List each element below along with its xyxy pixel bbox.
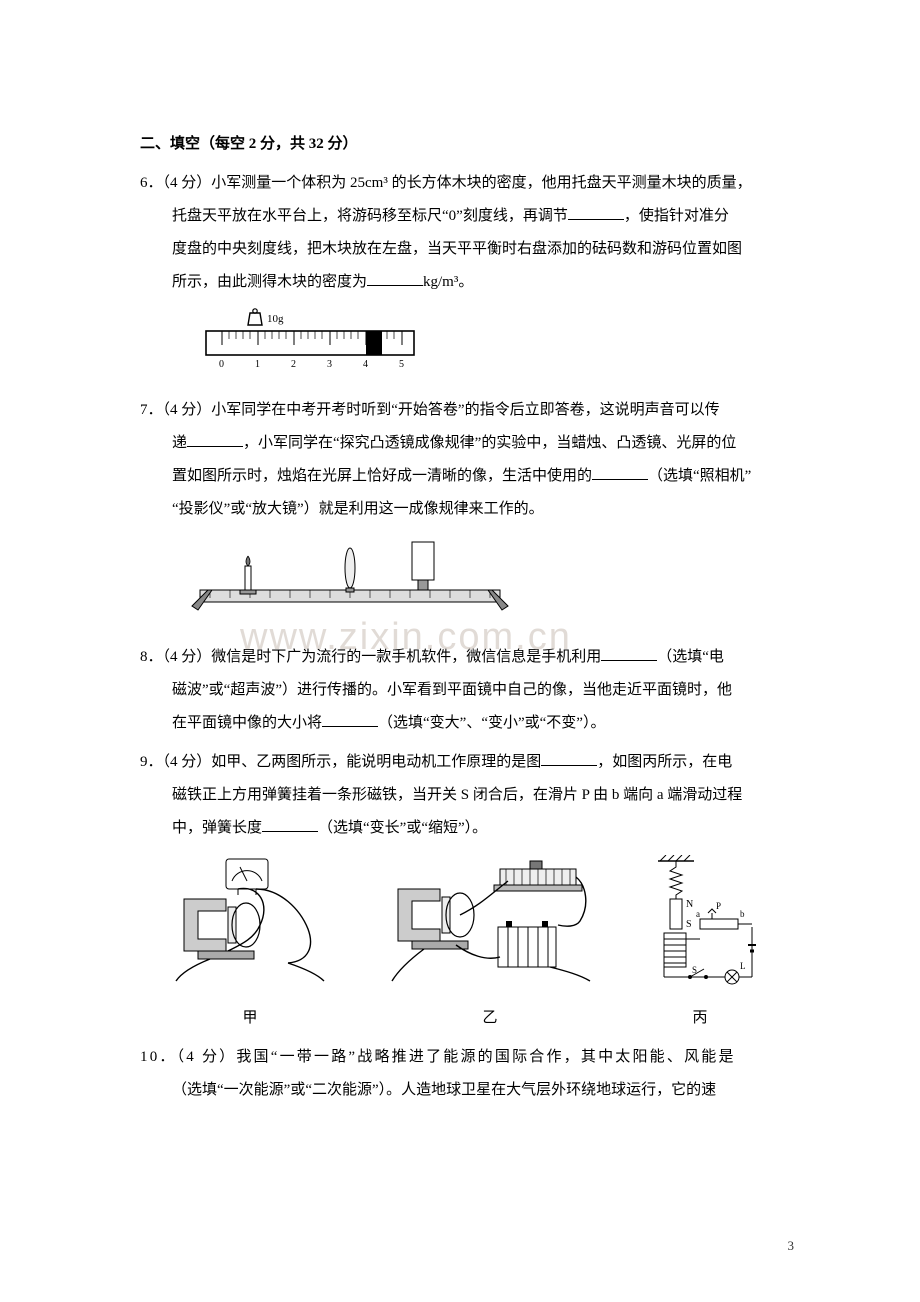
svg-text:S: S [692, 965, 697, 975]
t5: 5 [399, 359, 404, 370]
q7-line4: “投影仪”或“放大镜”）就是利用这一成像规律来工作的。 [140, 493, 780, 526]
q6-line2: 托盘天平放在水平台上，将游码移至标尺“0”刻度线，再调节 ，使指针对准分 [140, 200, 780, 233]
q7-line1: 7．（4 分）小军同学在中考开考时听到“开始答卷”的指令后立即答卷，这说明声音可… [140, 394, 780, 427]
q9-line3: 中，弹簧长度 （选填“变长”或“缩短”）。 [140, 812, 780, 845]
q7-l3a: 置如图所示时，烛焰在光屏上恰好成一清晰的像，生活中使用的 [172, 468, 592, 484]
q9-l1a: 9．（4 分）如甲、乙两图所示，能说明电动机工作原理的是图 [140, 754, 541, 770]
q9-l3b: （选填“变长”或“缩短”）。 [318, 820, 487, 836]
q9-fig-a: 甲 [160, 855, 340, 1035]
q8: 8．（4 分）微信是时下广为流行的一款手机软件，微信信息是手机利用 （选填“电 磁… [140, 641, 780, 740]
q6-blank1 [568, 205, 624, 220]
q9-label-c: 丙 [640, 1002, 760, 1035]
t4: 4 [363, 359, 368, 370]
q9-label-a: 甲 [160, 1002, 340, 1035]
q9-fig-c: N S a b [640, 855, 760, 1035]
q6: 6．（4 分）小军测量一个体积为 25cm³ 的长方体木块的密度，他用托盘天平测… [140, 167, 780, 384]
t1: 1 [255, 359, 260, 370]
page-content: 二、填空（每空 2 分，共 32 分） 6．（4 分）小军测量一个体积为 25c… [0, 0, 920, 1107]
q9-l3a: 中，弹簧长度 [172, 820, 262, 836]
q6-figure: 10g [140, 307, 780, 384]
q6-blank2 [367, 271, 423, 286]
q8-l1b: （选填“电 [657, 649, 724, 665]
q9-blank2 [262, 817, 318, 832]
q9: 9．（4 分）如甲、乙两图所示，能说明电动机工作原理的是图 ，如图丙所示，在电 磁… [140, 746, 780, 1035]
q10-line2: （选填“一次能源”或“二次能源”）。人造地球卫星在大气层外环绕地球运行，它的速 [140, 1074, 780, 1107]
t2: 2 [291, 359, 296, 370]
section-title: 二、填空（每空 2 分，共 32 分） [140, 128, 780, 161]
t3: 3 [327, 359, 332, 370]
page-number: 3 [788, 1238, 795, 1254]
q9-figures: 甲 [140, 855, 780, 1035]
ruler-svg: 10g [200, 307, 420, 371]
q8-line1: 8．（4 分）微信是时下广为流行的一款手机软件，微信信息是手机利用 （选填“电 [140, 641, 780, 674]
svg-text:P: P [716, 901, 721, 911]
q7-figure [140, 534, 780, 631]
q7-blank1 [187, 432, 243, 447]
q6-l4b: kg/m³。 [423, 274, 473, 290]
q9-l1b: ，如图丙所示，在电 [597, 754, 732, 770]
svg-text:S: S [686, 919, 692, 930]
svg-text:L: L [740, 961, 746, 971]
q7: 7．（4 分）小军同学在中考开考时听到“开始答卷”的指令后立即答卷，这说明声音可… [140, 394, 780, 631]
q8-l1a: 8．（4 分）微信是时下广为流行的一款手机软件，微信信息是手机利用 [140, 649, 601, 665]
svg-text:N: N [686, 899, 693, 910]
q10-line1: 10．（4 分）我国“一带一路”战略推进了能源的国际合作，其中太阳能、风能是 [140, 1041, 780, 1074]
q6-l4a: 所示，由此测得木块的密度为 [172, 274, 367, 290]
q6-line4: 所示，由此测得木块的密度为 kg/m³。 [140, 266, 780, 299]
t0: 0 [219, 359, 224, 370]
weight-label: 10g [267, 313, 284, 325]
q8-line3: 在平面镜中像的大小将 （选填“变大”、“变小”或“不变”）。 [140, 707, 780, 740]
q7-line3: 置如图所示时，烛焰在光屏上恰好成一清晰的像，生活中使用的 （选填“照相机” [140, 460, 780, 493]
q8-blank1 [601, 646, 657, 661]
q9-line2: 磁铁正上方用弹簧挂着一条形磁铁，当开关 S 闭合后，在滑片 P 由 b 端向 a… [140, 779, 780, 812]
q8-l3a: 在平面镜中像的大小将 [172, 715, 322, 731]
q7-line2: 递 ，小军同学在“探究凸透镜成像规律”的实验中，当蜡烛、凸透镜、光屏的位 [140, 427, 780, 460]
q6-l2a: 托盘天平放在水平台上，将游码移至标尺“0”刻度线，再调节 [172, 208, 568, 224]
q6-line3: 度盘的中央刻度线，把木块放在左盘，当天平平衡时右盘添加的砝码数和游码位置如图 [140, 233, 780, 266]
q9-fig-b: 乙 [380, 855, 600, 1035]
q9-blank1 [541, 751, 597, 766]
svg-text:a: a [696, 909, 700, 919]
q8-blank2 [322, 712, 378, 727]
q6-l2b: ，使指针对准分 [624, 208, 729, 224]
q8-line2: 磁波”或“超声波”）进行传播的。小军看到平面镜中自己的像，当他走近平面镜时，他 [140, 674, 780, 707]
optical-bench-svg [180, 534, 520, 618]
q8-l3b: （选填“变大”、“变小”或“不变”）。 [378, 715, 605, 731]
q9-line1: 9．（4 分）如甲、乙两图所示，能说明电动机工作原理的是图 ，如图丙所示，在电 [140, 746, 780, 779]
svg-text:b: b [740, 909, 745, 919]
q7-l2b: ，小军同学在“探究凸透镜成像规律”的实验中，当蜡烛、凸透镜、光屏的位 [243, 435, 736, 451]
q10: 10．（4 分）我国“一带一路”战略推进了能源的国际合作，其中太阳能、风能是 （… [140, 1041, 780, 1107]
q7-l3b: （选填“照相机” [648, 468, 751, 484]
q9-label-b: 乙 [380, 1002, 600, 1035]
q6-line1: 6．（4 分）小军测量一个体积为 25cm³ 的长方体木块的密度，他用托盘天平测… [140, 167, 780, 200]
q7-blank2 [592, 465, 648, 480]
q7-l2a: 递 [172, 435, 187, 451]
